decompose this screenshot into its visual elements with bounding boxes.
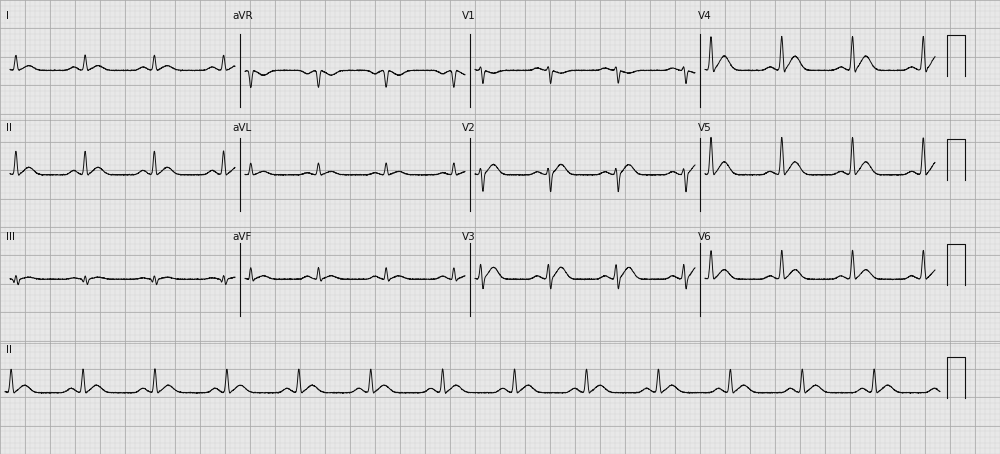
Text: V5: V5 bbox=[698, 123, 712, 133]
Text: V6: V6 bbox=[698, 232, 712, 242]
Text: aVF: aVF bbox=[232, 232, 251, 242]
Text: V2: V2 bbox=[462, 123, 476, 133]
Text: II: II bbox=[6, 123, 12, 133]
Text: III: III bbox=[6, 232, 15, 242]
Text: V4: V4 bbox=[698, 11, 712, 21]
Text: aVR: aVR bbox=[232, 11, 253, 21]
Text: I: I bbox=[6, 11, 9, 21]
Text: V1: V1 bbox=[462, 11, 476, 21]
Text: V3: V3 bbox=[462, 232, 476, 242]
Text: II: II bbox=[6, 345, 12, 355]
Text: aVL: aVL bbox=[232, 123, 251, 133]
